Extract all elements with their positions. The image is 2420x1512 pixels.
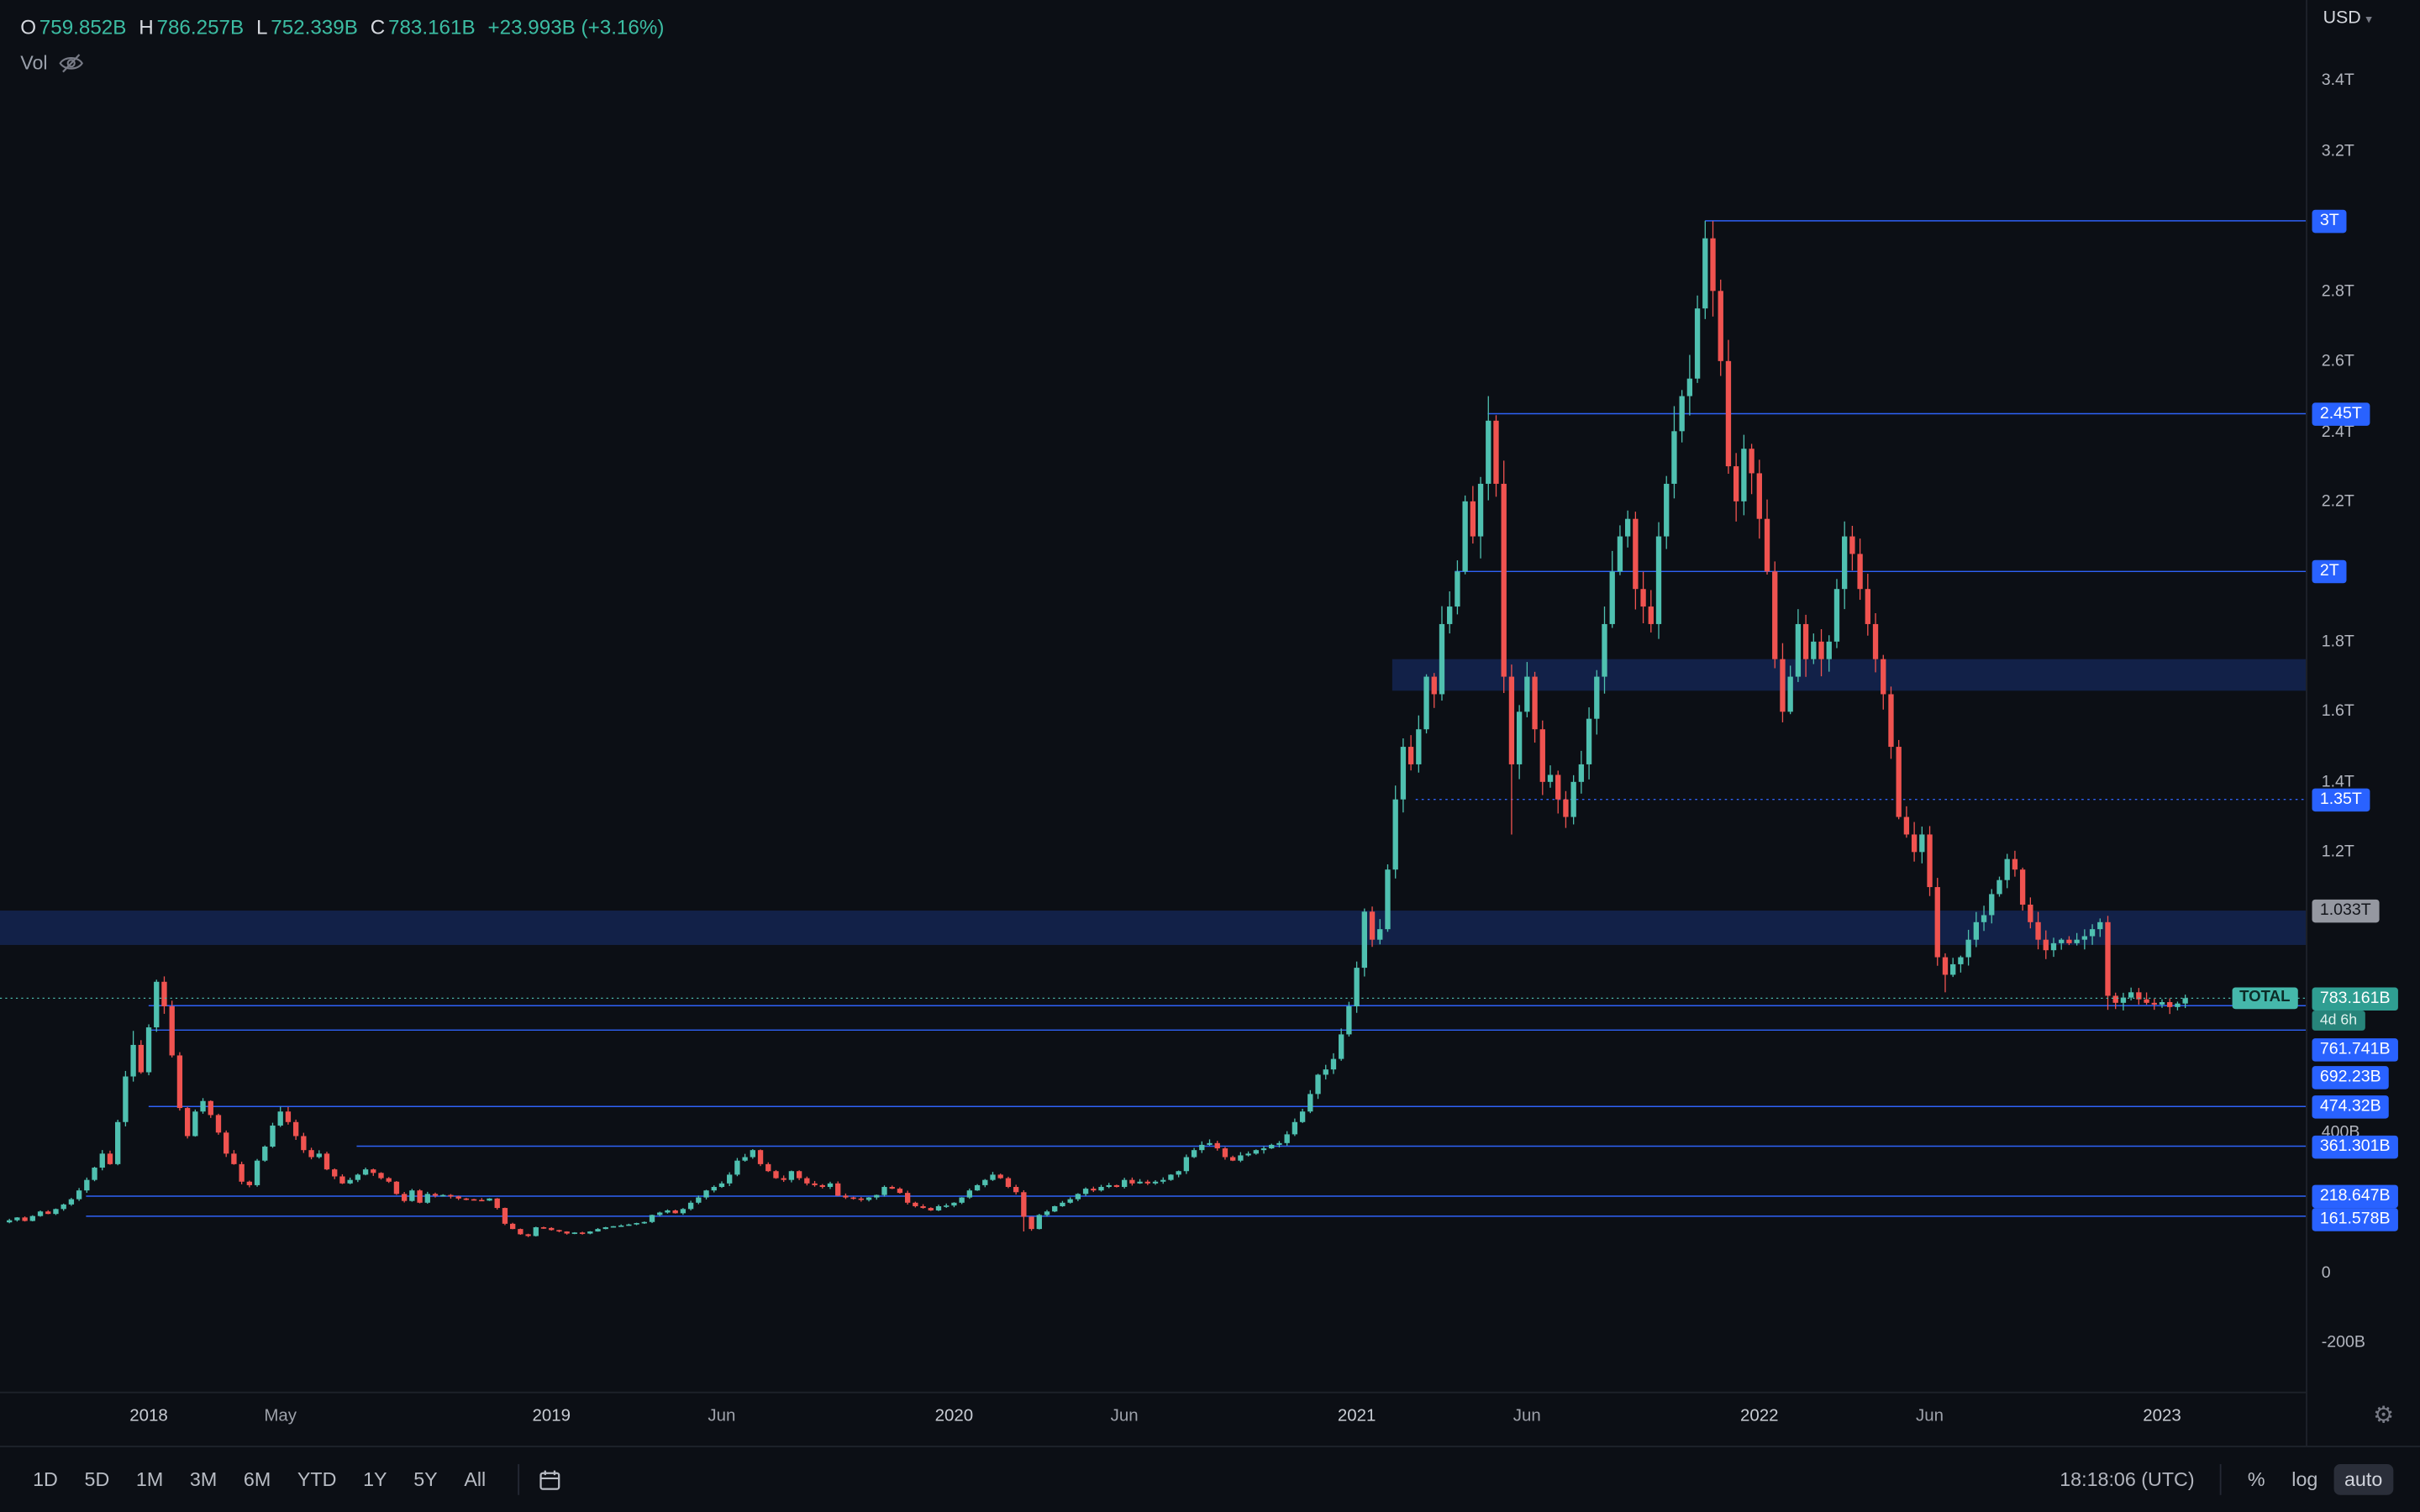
time-tick-2020: 2020 xyxy=(934,1407,974,1426)
price-level-badge: 1.35T xyxy=(2312,787,2370,811)
price-level-badge: 218.647B xyxy=(2312,1184,2398,1208)
range-button-5d[interactable]: 5D xyxy=(73,1464,120,1495)
range-button-3m[interactable]: 3M xyxy=(179,1464,228,1495)
price-level-badge: 3T xyxy=(2312,208,2347,233)
time-tick-2023: 2023 xyxy=(2143,1407,2181,1426)
ohlc-key: C xyxy=(370,15,386,39)
price-level-badge: 1.033T xyxy=(2312,898,2380,922)
scale-button-percent[interactable]: % xyxy=(2237,1464,2276,1495)
price-level-badge: 761.741B xyxy=(2312,1037,2398,1061)
price-axis-label: 3.2T xyxy=(2321,141,2354,160)
ohlc-key: O xyxy=(20,15,37,39)
ohlc-value: 752.339B xyxy=(271,15,358,39)
price-axis-label: 1.2T xyxy=(2321,841,2354,860)
time-tick-jun: Jun xyxy=(1512,1407,1541,1426)
candlestick-chart[interactable] xyxy=(0,0,2307,1392)
price-axis-label: 3.4T xyxy=(2321,70,2354,89)
ohlc-legend: O 759.852B H 786.257B L 752.339B C 783.161B +23.… xyxy=(20,15,676,39)
price-axis-label: 2.2T xyxy=(2321,491,2354,511)
price-level-badge: 2T xyxy=(2312,559,2347,583)
time-tick-jun: Jun xyxy=(1110,1407,1139,1426)
series-label-pill: TOTAL xyxy=(2231,987,2298,1010)
chevron-down-icon: ▾ xyxy=(2365,11,2372,26)
price-level-badge: 361.301B xyxy=(2312,1134,2398,1158)
ohlc-value: 783.161B xyxy=(387,15,476,39)
price-axis-label: 2.4T xyxy=(2321,422,2354,441)
price-level-badge: 692.23B xyxy=(2312,1065,2389,1089)
axis-settings-gear-icon[interactable]: ⚙ xyxy=(2373,1402,2395,1429)
price-axis-label: 2.6T xyxy=(2321,350,2354,370)
price-axis-label: 0 xyxy=(2321,1263,2331,1282)
volume-label: Vol xyxy=(20,52,48,75)
range-button-all[interactable]: All xyxy=(453,1464,497,1495)
goto-date-icon[interactable] xyxy=(534,1465,564,1494)
current-price-badge: 783.161B xyxy=(2312,986,2398,1011)
time-tick-may: May xyxy=(264,1407,297,1426)
time-tick-jun: Jun xyxy=(1916,1407,1944,1426)
ohlc-value: 759.852B xyxy=(39,15,127,39)
price-level-badge: 161.578B xyxy=(2312,1207,2398,1231)
scale-mode-buttons: % log auto xyxy=(2237,1464,2398,1495)
ohlc-key: L xyxy=(256,15,268,39)
session-clock[interactable]: 18:18:06 (UTC) xyxy=(2050,1467,2204,1492)
range-button-1d[interactable]: 1D xyxy=(22,1464,69,1495)
chart-canvas[interactable]: O 759.852B H 786.257B L 752.339B C 783.161B +23.… xyxy=(0,0,2307,1392)
time-tick-jun: Jun xyxy=(708,1407,736,1426)
range-button-6m[interactable]: 6M xyxy=(233,1464,281,1495)
ohlc-value: 786.257B xyxy=(156,15,245,39)
range-button-5y[interactable]: 5Y xyxy=(402,1464,449,1495)
time-tick-2018: 2018 xyxy=(129,1407,168,1426)
scale-button-auto[interactable]: auto xyxy=(2333,1464,2394,1495)
ohlc-key: H xyxy=(139,15,154,39)
price-axis-label: 1.8T xyxy=(2321,632,2354,651)
price-level-badge: 474.32B xyxy=(2312,1095,2389,1118)
time-tick-2022: 2022 xyxy=(1739,1407,1779,1426)
time-tick-2021: 2021 xyxy=(1337,1407,1376,1426)
price-axis-label: 2.8T xyxy=(2321,281,2354,301)
bottom-toolbar: 1D 5D 1M 3M 6M YTD 1Y 5Y All 18:18:06 (UTC) % log… xyxy=(0,1446,2420,1512)
currency-label: USD xyxy=(2323,9,2361,29)
price-axis-label: -200B xyxy=(2321,1332,2365,1352)
range-button-1m[interactable]: 1M xyxy=(125,1464,174,1495)
ohlc-value: +23.993B (+3.16%) xyxy=(487,15,665,39)
toolbar-divider xyxy=(2219,1464,2222,1495)
price-axis-label: 1.6T xyxy=(2321,701,2354,720)
price-axis-label: 1.4T xyxy=(2321,772,2354,791)
range-button-1y[interactable]: 1Y xyxy=(352,1464,398,1495)
range-selector: 1D 5D 1M 3M 6M YTD 1Y 5Y All xyxy=(22,1464,502,1495)
volume-legend: Vol xyxy=(20,52,85,74)
bar-countdown-badge: 4d 6h xyxy=(2312,1011,2365,1031)
price-axis[interactable]: USD ▾ ⚙ 3.4T 3.2T 2.8T 2.6T 2.4T 2.2T 1.8T 1.6T… xyxy=(2306,0,2420,1446)
eye-off-icon[interactable] xyxy=(59,52,86,74)
scale-button-log[interactable]: log xyxy=(2281,1464,2328,1495)
price-level-badge: 2.45T xyxy=(2312,402,2370,426)
time-tick-2019: 2019 xyxy=(532,1407,571,1426)
time-axis[interactable]: 2018 May 2019 Jun 2020 Jun 2021 Jun 2022 Jun 2023 xyxy=(0,1391,2307,1446)
toolbar-divider xyxy=(517,1464,519,1495)
range-button-ytd[interactable]: YTD xyxy=(287,1464,348,1495)
currency-selector[interactable]: USD ▾ xyxy=(2323,9,2372,28)
